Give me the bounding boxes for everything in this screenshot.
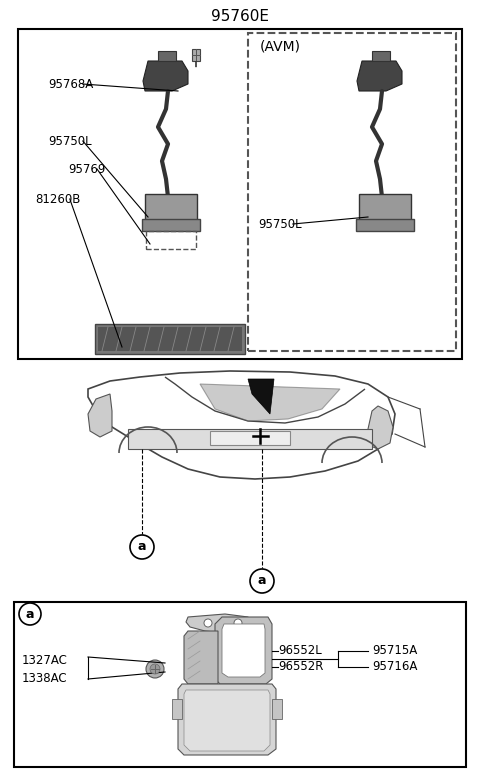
Bar (158, 51, 176, 61)
Text: 95716A: 95716A (372, 661, 418, 674)
Text: 95760E: 95760E (211, 9, 269, 24)
Polygon shape (88, 394, 112, 437)
Polygon shape (184, 631, 218, 684)
Text: 81260B: 81260B (35, 192, 80, 206)
Text: 95750L: 95750L (258, 217, 301, 231)
Bar (98, 327, 242, 351)
Circle shape (150, 664, 160, 674)
Circle shape (130, 535, 154, 559)
Text: 95769: 95769 (68, 163, 106, 175)
Text: (AVM): (AVM) (260, 39, 301, 53)
Polygon shape (184, 690, 270, 751)
Bar (210, 431, 290, 445)
Text: a: a (26, 608, 34, 621)
Text: a: a (258, 574, 266, 587)
Circle shape (19, 603, 41, 625)
Text: 95715A: 95715A (372, 644, 417, 657)
Text: 1327AC: 1327AC (22, 654, 68, 668)
Polygon shape (248, 379, 274, 414)
Bar (356, 219, 414, 231)
Bar (359, 194, 411, 224)
Bar (192, 49, 200, 61)
Polygon shape (200, 384, 340, 421)
Circle shape (234, 619, 242, 627)
Circle shape (146, 660, 164, 678)
Bar (128, 429, 372, 449)
Text: 96552L: 96552L (278, 644, 322, 657)
Circle shape (204, 619, 212, 627)
Text: 95750L: 95750L (48, 135, 92, 147)
Text: 95768A: 95768A (48, 77, 93, 90)
Bar (372, 51, 390, 61)
Text: a: a (138, 541, 146, 554)
Polygon shape (178, 684, 276, 755)
Polygon shape (357, 61, 402, 91)
Polygon shape (368, 406, 393, 449)
Bar (18, 29, 462, 359)
Bar (145, 194, 197, 224)
Bar (272, 699, 282, 719)
Text: 96552R: 96552R (278, 661, 324, 674)
Bar (142, 219, 200, 231)
Bar (14, 602, 466, 767)
Text: 1338AC: 1338AC (22, 672, 68, 686)
Polygon shape (215, 617, 272, 684)
Circle shape (250, 569, 274, 593)
Bar (172, 699, 182, 719)
Bar (146, 231, 196, 249)
Polygon shape (143, 61, 188, 91)
Bar (95, 324, 245, 354)
Polygon shape (222, 624, 265, 677)
Polygon shape (186, 614, 252, 633)
Bar (248, 33, 456, 351)
